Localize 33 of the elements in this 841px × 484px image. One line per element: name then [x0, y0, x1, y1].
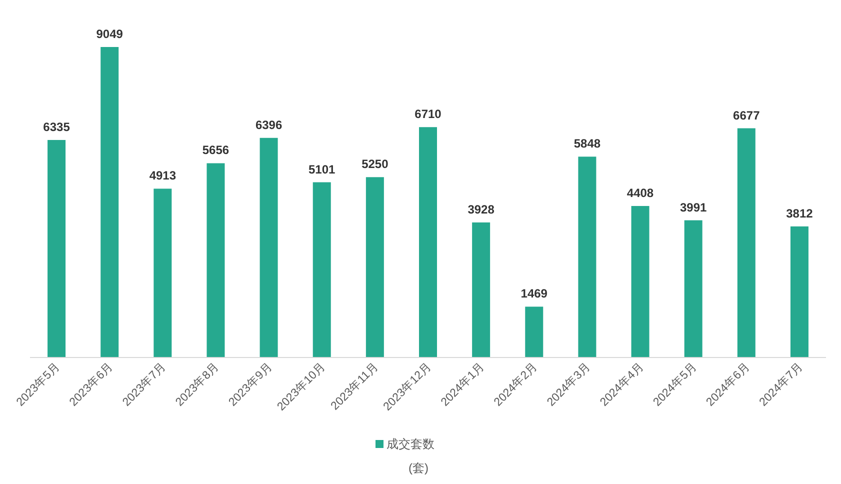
- data-label: 6677: [733, 108, 760, 122]
- bar: [312, 182, 331, 357]
- bar: [790, 226, 808, 357]
- data-label: 6396: [255, 118, 282, 132]
- data-label: 5101: [308, 162, 336, 176]
- data-label: 4408: [626, 186, 654, 200]
- bar: [737, 128, 756, 357]
- bar: [419, 127, 437, 357]
- data-label: 9049: [96, 27, 124, 41]
- data-label: 5656: [202, 143, 230, 158]
- legend-label: 成交套数: [386, 437, 434, 451]
- data-label: 6710: [414, 107, 442, 122]
- data-label: 3928: [468, 202, 495, 216]
- data-label: 4913: [149, 168, 176, 183]
- bar: [100, 47, 119, 357]
- data-label: 3991: [680, 200, 708, 214]
- text: (套): [408, 461, 428, 475]
- bar: [578, 156, 596, 357]
- bar: [154, 188, 172, 357]
- bar: [366, 177, 384, 357]
- bar: [48, 140, 66, 357]
- data-label: 5250: [362, 157, 389, 172]
- legend: 成交套数: [376, 437, 434, 451]
- data-label: 5848: [574, 136, 601, 151]
- bar: [260, 138, 278, 357]
- bar: [472, 222, 490, 357]
- bar: [206, 163, 225, 357]
- data-label: 6335: [43, 120, 70, 134]
- data-label: 3812: [786, 206, 814, 220]
- bar: [631, 206, 650, 357]
- bar: [684, 220, 702, 357]
- bar: [525, 306, 544, 357]
- data-label: 1469: [520, 286, 548, 301]
